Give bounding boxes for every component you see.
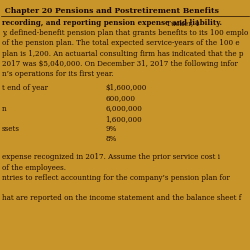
Text: plan is 1,200. An actuarial consulting firm has indicated that the p: plan is 1,200. An actuarial consulting f… <box>2 50 244 58</box>
Text: expense recognized in 2017. Assume the prior service cost i: expense recognized in 2017. Assume the p… <box>2 154 220 162</box>
Text: Chapter 20 Pensions and Postretirement Benefits: Chapter 20 Pensions and Postretirement B… <box>2 7 219 15</box>
Text: of the employees.: of the employees. <box>2 164 66 172</box>
Text: y, defined-benefit pension plan that grants benefits to its 100 emplo: y, defined-benefit pension plan that gra… <box>2 29 248 37</box>
Text: 6,000,000: 6,000,000 <box>105 104 142 112</box>
Text: $1,600,000: $1,600,000 <box>105 84 146 92</box>
Text: of the pension plan. The total expected service-years of the 100 e: of the pension plan. The total expected … <box>2 40 240 48</box>
Text: Tucker, 1: Tucker, 1 <box>164 19 200 27</box>
Text: n: n <box>2 104 6 112</box>
Text: recording, and reporting pension expense and liability.: recording, and reporting pension expense… <box>2 19 222 27</box>
Text: 600,000: 600,000 <box>105 94 135 102</box>
Text: ntries to reflect accounting for the company’s pension plan for: ntries to reflect accounting for the com… <box>2 174 230 182</box>
Text: 1,600,000: 1,600,000 <box>105 115 142 123</box>
Text: 8%: 8% <box>105 135 117 143</box>
Text: 2017 was $5,040,000. On December 31, 2017 the following infor: 2017 was $5,040,000. On December 31, 201… <box>2 60 238 68</box>
Text: n’s operations for its first year.: n’s operations for its first year. <box>2 70 114 78</box>
Text: t end of year: t end of year <box>2 84 48 92</box>
Text: 9%: 9% <box>105 125 117 133</box>
Text: hat are reported on the income statement and the balance sheet f: hat are reported on the income statement… <box>2 194 242 202</box>
Text: ssets: ssets <box>2 125 20 133</box>
